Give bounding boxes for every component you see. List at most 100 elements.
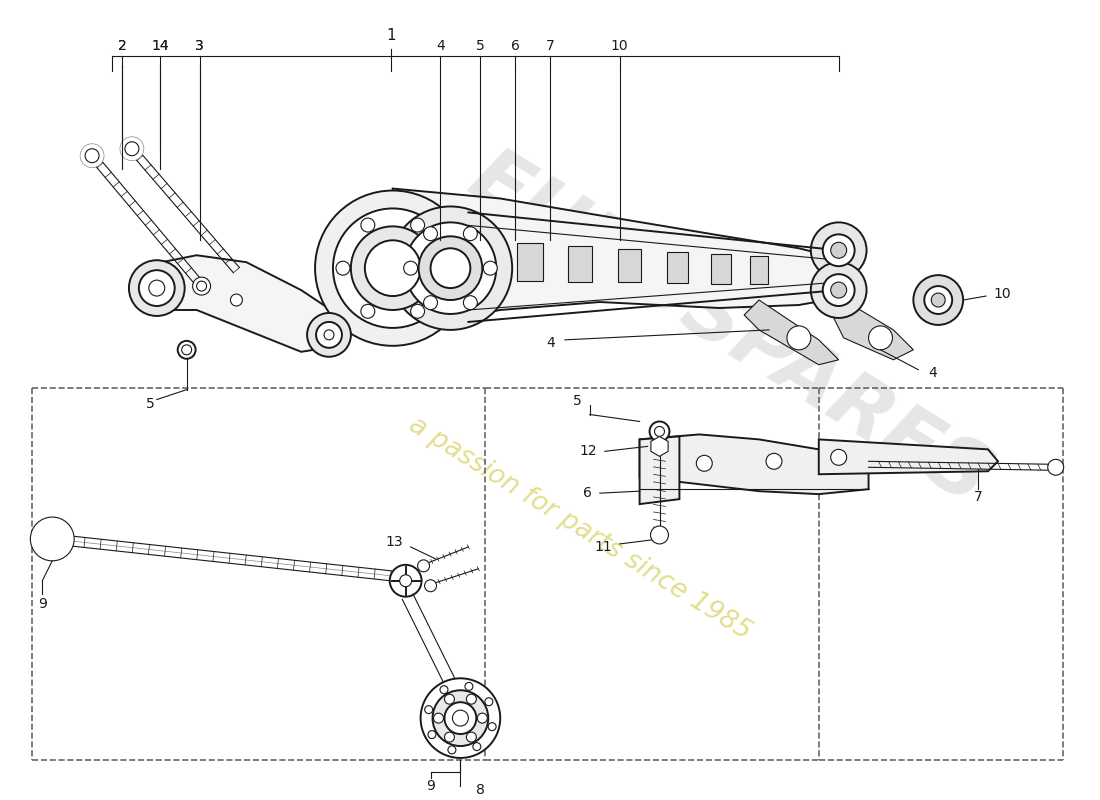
Circle shape (913, 275, 964, 325)
Circle shape (430, 248, 471, 288)
Circle shape (336, 262, 350, 275)
Circle shape (477, 713, 487, 723)
Circle shape (125, 142, 139, 156)
Circle shape (473, 742, 481, 750)
Polygon shape (146, 255, 345, 352)
Circle shape (424, 226, 438, 241)
Circle shape (924, 286, 953, 314)
Circle shape (654, 426, 664, 437)
Circle shape (361, 218, 375, 232)
Text: EUROSPARES: EUROSPARES (455, 138, 1003, 522)
Text: 12: 12 (580, 444, 597, 458)
Text: 9: 9 (37, 597, 46, 610)
Circle shape (182, 345, 191, 354)
Circle shape (80, 144, 104, 168)
Circle shape (44, 531, 60, 547)
Circle shape (31, 517, 74, 561)
Circle shape (425, 706, 432, 714)
Text: 6: 6 (583, 486, 592, 500)
Circle shape (466, 732, 476, 742)
Text: 10: 10 (610, 39, 628, 53)
Text: 5: 5 (573, 394, 582, 407)
Circle shape (1047, 459, 1064, 475)
Circle shape (444, 694, 454, 704)
Text: 14: 14 (151, 39, 168, 53)
Circle shape (85, 149, 99, 162)
Polygon shape (818, 439, 998, 474)
Circle shape (452, 710, 469, 726)
Circle shape (418, 560, 429, 572)
Circle shape (444, 702, 476, 734)
Circle shape (811, 262, 867, 318)
Circle shape (419, 236, 482, 300)
Polygon shape (712, 254, 732, 284)
Polygon shape (517, 243, 543, 281)
Circle shape (425, 580, 437, 592)
Circle shape (231, 294, 242, 306)
Circle shape (410, 304, 425, 318)
Circle shape (420, 678, 500, 758)
Polygon shape (393, 189, 838, 330)
Circle shape (361, 304, 375, 318)
Circle shape (463, 296, 477, 310)
Circle shape (466, 694, 476, 704)
Circle shape (333, 209, 452, 328)
Circle shape (129, 260, 185, 316)
Circle shape (440, 686, 448, 694)
Circle shape (432, 690, 488, 746)
Circle shape (192, 277, 210, 295)
Circle shape (488, 722, 496, 730)
Text: 5: 5 (476, 39, 485, 53)
Polygon shape (667, 252, 689, 283)
Circle shape (463, 226, 477, 241)
Text: 14: 14 (151, 39, 168, 53)
Circle shape (324, 330, 334, 340)
Text: 1: 1 (386, 28, 396, 42)
Text: 4: 4 (436, 39, 444, 53)
Text: 2: 2 (118, 39, 127, 53)
Circle shape (428, 730, 436, 738)
Circle shape (650, 526, 669, 544)
Circle shape (410, 218, 425, 232)
Text: 6: 6 (510, 39, 519, 53)
Text: 4: 4 (928, 366, 937, 380)
Circle shape (766, 454, 782, 470)
Circle shape (830, 450, 847, 466)
Circle shape (197, 281, 207, 291)
Polygon shape (834, 300, 913, 360)
Text: 3: 3 (195, 39, 204, 53)
Circle shape (830, 282, 847, 298)
Circle shape (649, 422, 670, 442)
Circle shape (139, 270, 175, 306)
Circle shape (786, 326, 811, 350)
Circle shape (465, 682, 473, 690)
Circle shape (404, 262, 418, 275)
Circle shape (485, 698, 493, 706)
Text: a passion for parts since 1985: a passion for parts since 1985 (404, 413, 756, 646)
Polygon shape (618, 249, 641, 282)
Text: 3: 3 (195, 39, 204, 53)
Circle shape (932, 293, 945, 307)
Polygon shape (744, 300, 838, 365)
Circle shape (424, 296, 438, 310)
Circle shape (33, 520, 72, 558)
Text: 13: 13 (385, 535, 403, 549)
Circle shape (36, 523, 68, 555)
Circle shape (316, 322, 342, 348)
Text: 8: 8 (476, 783, 485, 797)
Circle shape (405, 222, 496, 314)
Polygon shape (639, 434, 869, 494)
Circle shape (399, 574, 411, 586)
Circle shape (830, 242, 847, 258)
Circle shape (41, 527, 64, 551)
Text: 11: 11 (594, 540, 612, 554)
Text: 9: 9 (426, 779, 434, 793)
Circle shape (178, 341, 196, 358)
Circle shape (148, 280, 165, 296)
Circle shape (351, 226, 435, 310)
Circle shape (811, 222, 867, 278)
Polygon shape (750, 256, 768, 284)
Circle shape (436, 262, 450, 275)
Text: 7: 7 (546, 39, 554, 53)
Text: 10: 10 (993, 287, 1011, 301)
